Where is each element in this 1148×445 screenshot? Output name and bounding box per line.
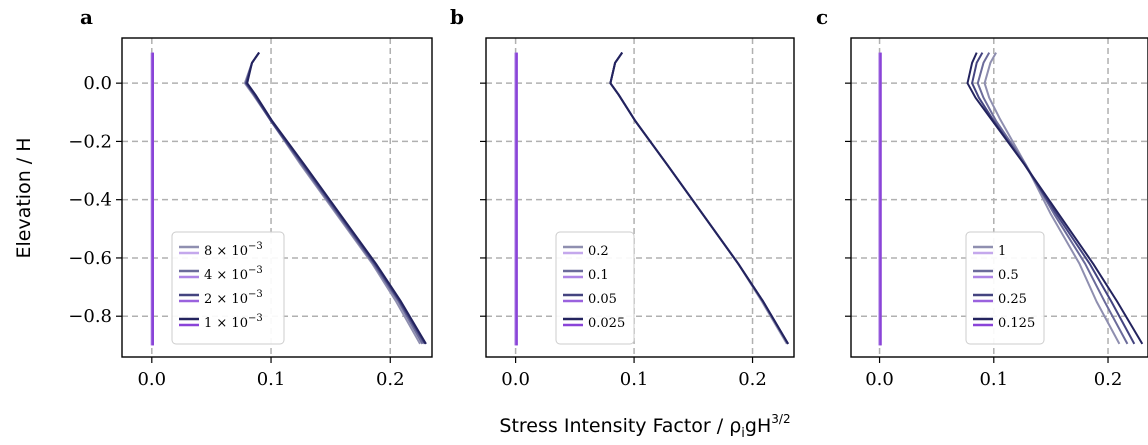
- legend-label: 0.25: [998, 292, 1027, 307]
- legend-label: 8 × 10−3: [204, 241, 263, 259]
- legend-box: [555, 231, 635, 345]
- legend-box: [965, 231, 1045, 345]
- legend: 8 × 10−3 4 × 10−3 2 × 10−3 1 × 10−3: [171, 231, 285, 345]
- y-tick-label: −0.4: [68, 190, 112, 211]
- legend: 0.2 0.1 0.05 0.025: [555, 231, 635, 345]
- panel-b: b 0.0 0.1 0.2 0.2 0.1 0.05 0.025: [450, 5, 795, 390]
- panel-a: a 0.0 0.1 0.2 0.0 −0.2 −0.4 −0.6 −0.8 8 × 10−3 4 ×…: [68, 5, 433, 390]
- panel-c: c 0.0 0.1 0.2 1 0.5 0.25 0.125: [816, 5, 1148, 390]
- series-line-4: [966, 52, 1144, 345]
- legend-label: 0.5: [998, 268, 1019, 283]
- series-line-2: [976, 52, 1129, 345]
- panel-letter: c: [816, 5, 828, 29]
- x-tick-label: 0.2: [1094, 369, 1123, 390]
- legend-label: 0.1: [588, 268, 609, 283]
- legend-label: 1: [998, 244, 1006, 259]
- legend-label: 0.05: [588, 292, 617, 307]
- y-axis-label: Elevation / H: [13, 137, 35, 258]
- panel-letter: b: [450, 5, 464, 29]
- series-line-4: [246, 52, 427, 345]
- series-line-1: [609, 52, 788, 345]
- y-tick-label: −0.8: [68, 306, 112, 327]
- legend-label: 0.125: [998, 316, 1035, 331]
- x-tick-label: 0.0: [501, 369, 530, 390]
- y-tick-label: −0.2: [68, 131, 112, 152]
- y-tick-label: −0.6: [68, 248, 112, 269]
- x-tick-label: 0.1: [620, 369, 649, 390]
- legend: 1 0.5 0.25 0.125: [965, 231, 1045, 345]
- legend-label: 0.2: [588, 244, 609, 259]
- x-tick-label: 0.2: [738, 369, 767, 390]
- axes-frame: [485, 37, 795, 358]
- x-tick-label: 0.1: [257, 369, 286, 390]
- x-tick-label: 0.0: [137, 369, 166, 390]
- panel-letter: a: [80, 5, 93, 29]
- legend-label: 1 × 10−3: [204, 313, 263, 331]
- legend-box: [171, 231, 285, 345]
- x-tick-label: 0.0: [865, 369, 894, 390]
- x-axis-label: Stress Intensity Factor / ρigH3/2: [499, 412, 790, 441]
- legend-label: 0.025: [588, 316, 625, 331]
- series-line-1: [983, 52, 1121, 345]
- x-tick-label: 0.2: [376, 369, 405, 390]
- series-line-4: [609, 52, 789, 345]
- axes-frame: [121, 37, 433, 358]
- x-tick-label: 0.1: [979, 369, 1008, 390]
- legend-label: 2 × 10−3: [204, 289, 263, 307]
- legend-label: 4 × 10−3: [204, 265, 263, 283]
- axes-frame: [850, 37, 1148, 358]
- y-tick-label: 0.0: [83, 73, 112, 94]
